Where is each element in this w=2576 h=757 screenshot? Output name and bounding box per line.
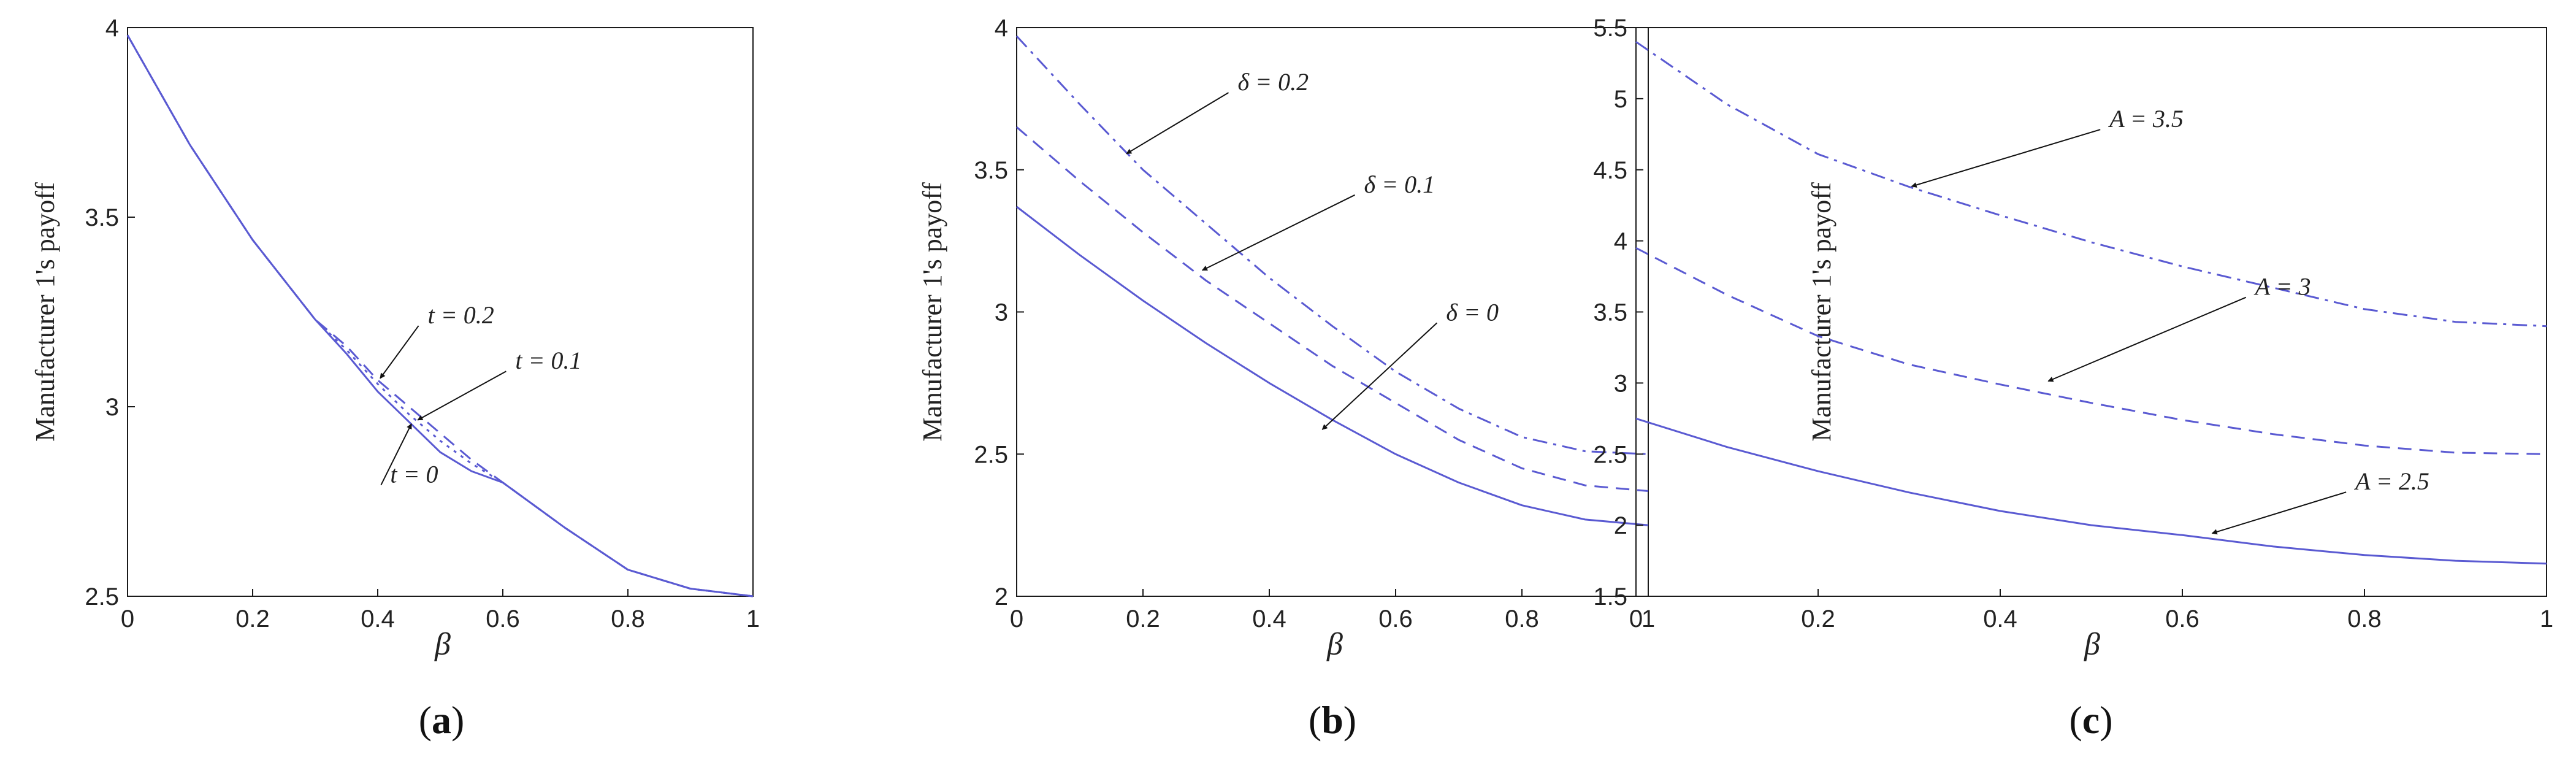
x-tick-label: 1	[2540, 605, 2553, 632]
x-tick-label: 0	[121, 605, 134, 632]
y-axis-title: Manufacturer 1's payoff	[30, 182, 60, 442]
series-line	[1016, 126, 1649, 492]
plot-frame	[1016, 27, 1649, 597]
panel-caption: (a)	[419, 698, 465, 742]
annotation-arrow	[2211, 491, 2347, 535]
panel-caption: (c)	[2069, 698, 2112, 742]
y-tick-label: 4.5	[1593, 157, 1627, 184]
y-tick-label: 2.5	[85, 583, 119, 610]
annotation-label: t = 0.1	[515, 347, 581, 374]
x-tick-label: 0.2	[1801, 605, 1835, 632]
annotation-label: t = 0.2	[428, 301, 494, 329]
series-line	[1635, 40, 2547, 328]
x-tick-label: 0	[1629, 605, 1643, 632]
series-line	[1015, 35, 1649, 455]
annotation-arrow	[1126, 92, 1229, 155]
y-tick-label: 3.5	[85, 204, 119, 231]
x-tick-label: 0.2	[235, 605, 270, 632]
annotation-label: A = 3.5	[2108, 105, 2184, 133]
y-tick-label: 3	[105, 394, 119, 421]
x-tick-label: 1	[1642, 605, 1655, 632]
annotation-label: A = 2.5	[2353, 467, 2429, 495]
annotation-arrow	[380, 423, 412, 486]
x-tick-label: 0	[1010, 605, 1023, 632]
x-tick-label: 0.8	[611, 605, 645, 632]
y-tick-label: 5	[1614, 86, 1627, 113]
y-tick-label: 1.5	[1593, 583, 1627, 610]
y-tick-label: 2.5	[974, 441, 1008, 468]
x-axis-title: β	[1326, 627, 1343, 662]
x-tick-label: 0.8	[1505, 605, 1539, 632]
annotation-label: t = 0	[390, 461, 438, 488]
plot-frame	[1635, 27, 2547, 597]
annotation-label: δ = 0.2	[1238, 68, 1309, 96]
y-tick-label: 4	[995, 15, 1008, 42]
x-tick-label: 0.8	[2347, 605, 2382, 632]
x-tick-label: 0.6	[486, 605, 520, 632]
series-line	[126, 34, 754, 598]
x-tick-label: 0.2	[1126, 605, 1160, 632]
y-tick-label: 2	[1614, 512, 1627, 539]
y-tick-label: 5.5	[1593, 15, 1627, 42]
x-tick-label: 0.4	[361, 605, 395, 632]
x-tick-label: 1	[746, 605, 760, 632]
x-axis-title: β	[2084, 627, 2100, 662]
series-line	[1635, 417, 2547, 565]
annotation-label: A = 3	[2253, 273, 2311, 301]
y-tick-label: 4	[105, 15, 119, 42]
y-tick-label: 3.5	[1593, 299, 1627, 326]
annotation-arrow	[1911, 129, 2101, 188]
series-line	[1635, 247, 2547, 455]
annotation-label: δ = 0	[1446, 298, 1499, 326]
annotation-arrow	[2047, 296, 2247, 382]
y-axis-title: Manufacturer 1's payoff	[1806, 182, 1836, 442]
panel-c: 0 0.2 0.4 0.6 0.8 1 1.5 2 2.5 3 3.5 4 4.5 5 5.5 Manufac…	[1593, 15, 2553, 742]
x-tick-label: 0.4	[1252, 605, 1286, 632]
annotation-arrow	[380, 325, 419, 379]
y-tick-label: 4	[1614, 228, 1627, 255]
y-tick-label: 3.5	[974, 157, 1008, 184]
y-tick-label: 3	[1614, 370, 1627, 397]
x-axis-title: β	[434, 627, 451, 662]
annotation-label: δ = 0.1	[1364, 171, 1435, 198]
annotation-arrow	[1201, 194, 1355, 271]
x-tick-label: 0.4	[1983, 605, 2017, 632]
plot-frame	[127, 27, 754, 597]
x-tick-label: 0.6	[2165, 605, 2200, 632]
y-axis-title: Manufacturer 1's payoff	[917, 182, 947, 442]
y-tick-label: 2.5	[1593, 441, 1627, 468]
y-tick-label: 2	[995, 583, 1008, 610]
annotation-arrow	[417, 371, 506, 421]
annotation-arrow	[1321, 322, 1438, 430]
panel-b: 0 0.2 0.4 0.6 0.8 1 2 2.5 3 3.5 4 Manufacturer 1's …	[917, 15, 1655, 742]
panel-a: 0 0.2 0.4 0.6 0.8 1 2.5 3 3.5 4 Manufacturer 1's p…	[30, 15, 760, 742]
panel-caption: (b)	[1309, 698, 1356, 742]
y-tick-label: 3	[995, 299, 1008, 326]
x-tick-label: 0.6	[1378, 605, 1413, 632]
